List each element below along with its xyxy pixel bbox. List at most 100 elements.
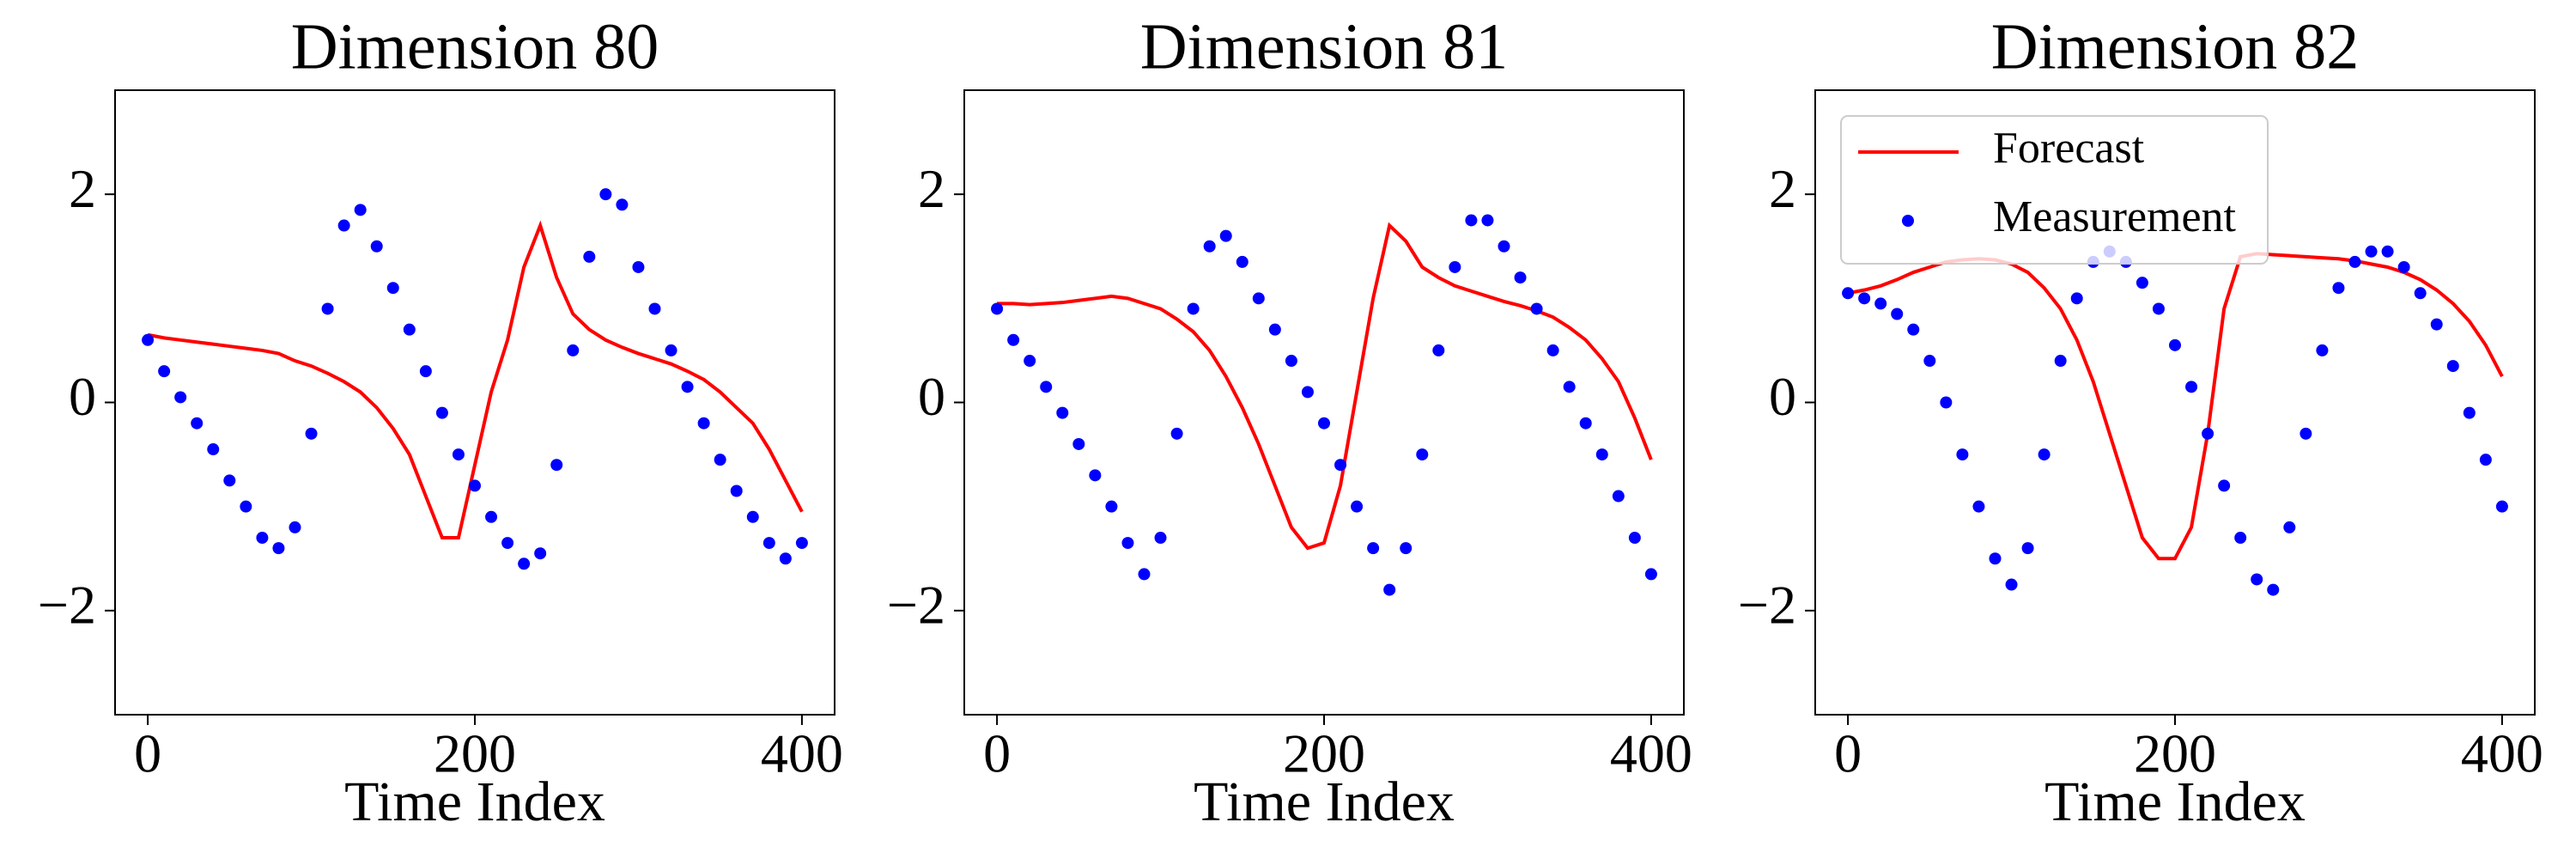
y-tick-label: 0 <box>918 366 945 427</box>
measurement-point <box>2316 344 2329 356</box>
measurement-point <box>1121 537 1134 550</box>
x-tick-label: 200 <box>2134 723 2216 784</box>
measurement-point <box>289 521 301 533</box>
legend: Forecast Measurement <box>1840 115 2269 265</box>
measurement-point <box>665 344 677 356</box>
measurement-point <box>1187 302 1200 315</box>
measurement-point <box>207 443 220 456</box>
measurement-point <box>158 365 171 378</box>
measurement-point <box>1154 532 1167 545</box>
measurement-point <box>2185 381 2198 393</box>
legend-label: Measurement <box>1993 192 2237 241</box>
measurement-point <box>1514 271 1527 284</box>
measurement-point <box>2251 573 2263 586</box>
measurement-point <box>616 198 629 211</box>
measurement-point <box>1891 308 1904 320</box>
measurement-point <box>2300 427 2312 440</box>
x-tick-label: 0 <box>134 723 161 784</box>
measurement-point <box>2152 302 2165 315</box>
legend-marker <box>1902 215 1914 227</box>
axes-frame <box>963 89 1685 716</box>
x-tick-label: 400 <box>2461 723 2543 784</box>
measurement-point <box>354 204 367 216</box>
measurement-point <box>1432 344 1445 356</box>
measurement-point <box>191 417 204 430</box>
measurement-point <box>1874 297 1887 310</box>
y-tick-label: 2 <box>1769 158 1796 219</box>
measurement-point <box>1858 292 1871 305</box>
measurement-point <box>1268 323 1281 336</box>
measurement-point <box>746 510 759 523</box>
measurement-point <box>1546 344 1559 356</box>
measurement-point <box>2202 427 2215 440</box>
measurement-point <box>1465 214 1478 227</box>
forecast-line <box>147 220 804 540</box>
x-axis-label: Time Index <box>1194 771 1455 833</box>
x-tick-label: 200 <box>1283 723 1365 784</box>
measurement-point <box>2446 360 2459 373</box>
forecast-line <box>997 222 1653 551</box>
measurement-point <box>485 510 498 523</box>
panel: Dimension 81 0 200 400 −2 0 2 Time Index <box>887 10 1692 833</box>
measurement-point <box>256 532 269 545</box>
measurement-point <box>386 282 399 295</box>
x-tick-label: 200 <box>434 723 516 784</box>
measurement-point <box>779 552 792 565</box>
measurement-point <box>1972 500 1985 513</box>
measurement-point <box>550 459 563 472</box>
x-tick-label: 400 <box>1610 723 1692 784</box>
measurement-point <box>1334 459 1347 472</box>
measurement-point <box>2267 583 2280 596</box>
measurement-point <box>1989 552 2002 565</box>
measurement-point <box>1644 568 1657 581</box>
measurement-point <box>452 448 465 461</box>
measurement-point <box>370 240 383 253</box>
measurement-point <box>648 302 661 315</box>
measurement-point <box>1579 417 1592 430</box>
measurement-point <box>1285 355 1297 368</box>
measurement-point <box>1940 396 1953 409</box>
x-tick-label: 0 <box>1834 723 1862 784</box>
measurement-point <box>1383 583 1396 596</box>
measurement-point <box>1563 381 1576 393</box>
y-tick-label: 0 <box>1769 366 1796 427</box>
measurement-point <box>1530 302 1543 315</box>
measurement-point <box>2054 355 2067 368</box>
measurement-point <box>501 537 514 550</box>
measurement-point <box>2348 255 2361 268</box>
measurement-point <box>174 391 187 404</box>
x-axis-label: Time Index <box>344 771 605 833</box>
measurement-point <box>795 537 808 550</box>
measurement-point <box>1252 292 1265 305</box>
measurement-point <box>2332 282 2345 295</box>
measurement-point <box>2234 532 2247 545</box>
measurement-point <box>1236 255 1249 268</box>
measurement-point <box>518 557 531 570</box>
measurement-point <box>1105 500 1118 513</box>
measurement-point <box>2005 578 2018 591</box>
measurement-point <box>2038 448 2050 461</box>
measurement-point <box>681 381 694 393</box>
axes-frame <box>114 89 835 716</box>
y-tick-label: 0 <box>69 366 96 427</box>
x-tick-label: 0 <box>983 723 1011 784</box>
measurement-point <box>599 188 612 201</box>
measurement-point <box>2136 277 2148 289</box>
measurement-point <box>1089 469 1102 482</box>
panel: Dimension 80 0 200 400 −2 0 2 Time Index <box>38 10 843 833</box>
measurement-point <box>1318 417 1330 430</box>
measurement-point <box>2414 287 2427 300</box>
measurement-point <box>1219 229 1232 242</box>
measurement-point <box>1842 287 1855 300</box>
measurement-point <box>321 302 334 315</box>
axes-frame <box>1814 89 2536 716</box>
measurement-point <box>1481 214 1494 227</box>
measurement-point <box>1449 260 1461 273</box>
y-tick-label: 2 <box>918 158 945 219</box>
measurement-point <box>1956 448 1969 461</box>
measurement-point <box>1138 568 1151 581</box>
measurement-point <box>1400 542 1413 555</box>
measurement-point <box>305 427 318 440</box>
x-tick-label: 400 <box>761 723 843 784</box>
measurement-point <box>1040 381 1053 393</box>
